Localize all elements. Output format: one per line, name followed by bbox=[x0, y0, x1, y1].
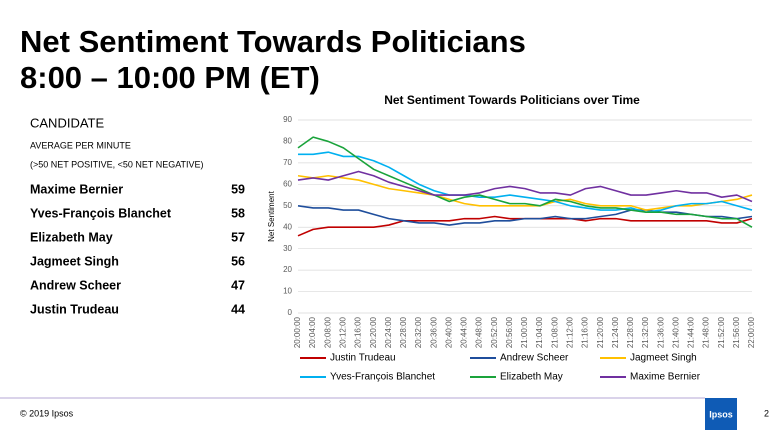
x-tick-label: 21:52:00 bbox=[717, 316, 726, 348]
candidate-average: 56 bbox=[231, 254, 245, 268]
legend-label: Jagmeet Singh bbox=[630, 353, 697, 364]
y-tick-label: 0 bbox=[288, 308, 293, 317]
candidate-name: Maxime Bernier bbox=[30, 182, 123, 196]
x-tick-label: 21:28:00 bbox=[626, 316, 635, 348]
x-tick-label: 20:00:00 bbox=[293, 316, 302, 348]
x-tick-label: 20:16:00 bbox=[354, 316, 363, 348]
candidate-average: 47 bbox=[231, 278, 245, 292]
x-tick-label: 20:52:00 bbox=[490, 316, 499, 348]
table-subheading: AVERAGE PER MINUTE bbox=[30, 140, 131, 150]
y-tick-label: 40 bbox=[283, 222, 292, 231]
y-tick-label: 50 bbox=[283, 201, 292, 210]
x-tick-label: 21:00:00 bbox=[520, 316, 529, 348]
x-tick-label: 20:48:00 bbox=[475, 316, 484, 348]
table-heading: CANDIDATE bbox=[30, 115, 104, 130]
x-tick-label: 20:40:00 bbox=[444, 316, 453, 348]
chart-title: Net Sentiment Towards Politicians over T… bbox=[384, 93, 640, 107]
x-tick-label: 20:04:00 bbox=[308, 316, 317, 348]
x-tick-label: 21:20:00 bbox=[596, 316, 605, 348]
x-tick-label: 22:00:00 bbox=[747, 316, 756, 348]
series-line bbox=[297, 136, 753, 228]
x-tick-label: 21:56:00 bbox=[732, 316, 741, 348]
x-tick-label: 21:40:00 bbox=[671, 316, 680, 348]
x-tick-label: 21:12:00 bbox=[566, 316, 575, 348]
slide-title: 8:00 – 10:00 PM (ET) bbox=[20, 60, 320, 95]
legend-label: Andrew Scheer bbox=[500, 353, 569, 364]
series-line bbox=[298, 151, 753, 214]
y-axis-label: Net Sentiment bbox=[267, 190, 276, 241]
page-number: 2 bbox=[764, 408, 769, 418]
candidate-name: Jagmeet Singh bbox=[30, 254, 119, 268]
candidate-name: Elizabeth May bbox=[30, 230, 113, 244]
candidate-name: Yves-François Blanchet bbox=[30, 206, 172, 220]
candidate-average: 57 bbox=[231, 230, 245, 244]
x-tick-label: 21:08:00 bbox=[550, 316, 559, 348]
x-tick-label: 20:56:00 bbox=[505, 316, 514, 348]
y-tick-label: 20 bbox=[283, 265, 292, 274]
copyright: © 2019 Ipsos bbox=[20, 408, 74, 418]
legend-label: Maxime Bernier bbox=[630, 372, 701, 383]
y-tick-label: 10 bbox=[283, 287, 292, 296]
y-tick-label: 30 bbox=[283, 244, 292, 253]
y-tick-label: 90 bbox=[283, 115, 292, 124]
candidate-name: Justin Trudeau bbox=[30, 302, 119, 316]
candidate-average: 44 bbox=[231, 302, 245, 316]
x-tick-label: 20:44:00 bbox=[460, 316, 469, 348]
y-tick-label: 60 bbox=[283, 179, 292, 188]
table-subheading: (>50 NET POSITIVE, <50 NET NEGATIVE) bbox=[30, 159, 204, 169]
candidate-average: 59 bbox=[231, 182, 245, 196]
x-tick-label: 21:36:00 bbox=[656, 316, 665, 348]
x-tick-label: 20:28:00 bbox=[399, 316, 408, 348]
x-tick-label: 20:32:00 bbox=[414, 316, 423, 348]
logo-text: Ipsos bbox=[709, 409, 733, 419]
x-tick-label: 20:24:00 bbox=[384, 316, 393, 348]
legend-label: Elizabeth May bbox=[500, 372, 563, 383]
x-tick-label: 21:16:00 bbox=[581, 316, 590, 348]
candidate-average: 58 bbox=[231, 206, 245, 220]
x-tick-label: 21:04:00 bbox=[535, 316, 544, 348]
x-tick-label: 21:44:00 bbox=[687, 316, 696, 348]
chart: Net Sentiment Towards Politicians over T… bbox=[267, 93, 756, 382]
x-tick-label: 20:08:00 bbox=[323, 316, 332, 348]
y-tick-label: 80 bbox=[283, 137, 292, 146]
series-line bbox=[297, 204, 753, 226]
x-tick-label: 20:36:00 bbox=[429, 316, 438, 348]
x-tick-label: 20:20:00 bbox=[369, 316, 378, 348]
logo bbox=[705, 398, 737, 430]
x-tick-label: 21:32:00 bbox=[641, 316, 650, 348]
x-tick-label: 21:24:00 bbox=[611, 316, 620, 348]
table-rows: Maxime Bernier 59 Yves-François Blanchet 58… bbox=[30, 182, 245, 316]
series-line bbox=[297, 170, 753, 203]
candidate-name: Andrew Scheer bbox=[30, 278, 121, 292]
y-tick-label: 70 bbox=[283, 158, 292, 167]
legend-label: Yves-François Blanchet bbox=[330, 372, 435, 383]
x-tick-label: 20:12:00 bbox=[339, 316, 348, 348]
x-tick-label: 21:48:00 bbox=[702, 316, 711, 348]
slide-title: Net Sentiment Towards Politicians bbox=[20, 24, 526, 59]
legend-label: Justin Trudeau bbox=[330, 353, 396, 364]
